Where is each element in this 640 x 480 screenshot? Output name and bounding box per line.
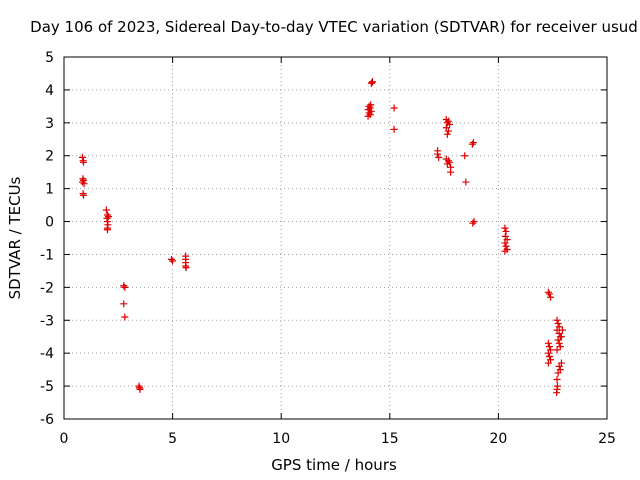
data-point xyxy=(544,359,552,367)
y-axis-label: SDTVAR / TECUs xyxy=(6,176,24,299)
data-point xyxy=(365,109,373,117)
data-point xyxy=(553,376,561,384)
y-tick-label: -2 xyxy=(40,280,54,296)
data-point xyxy=(390,125,398,133)
data-point xyxy=(554,320,562,328)
y-tick-label: 0 xyxy=(45,215,54,231)
y-tick-label: -3 xyxy=(40,313,54,329)
data-point xyxy=(462,178,470,186)
x-tick-label: 5 xyxy=(168,431,177,447)
y-tick-label: 2 xyxy=(45,149,54,165)
data-point xyxy=(501,247,509,255)
y-tick-label: -5 xyxy=(40,379,54,395)
data-point xyxy=(390,104,398,112)
data-point xyxy=(545,290,553,298)
y-tick-label: 4 xyxy=(45,83,54,99)
data-point xyxy=(444,117,452,125)
data-points xyxy=(78,78,566,397)
data-point xyxy=(545,343,553,351)
data-point xyxy=(447,168,455,176)
data-point xyxy=(367,79,375,87)
data-point xyxy=(182,264,190,272)
data-point xyxy=(557,333,565,341)
axis-ticks: 0 5 10 15 20 25 -6 -5 -4 -3 -2 -1 0 1 2 3 4 5 xyxy=(40,50,616,447)
data-point xyxy=(444,157,452,165)
data-point xyxy=(168,255,176,263)
data-point xyxy=(553,316,561,324)
x-tick-label: 20 xyxy=(489,431,507,447)
x-tick-label: 10 xyxy=(272,431,290,447)
data-point xyxy=(136,384,144,392)
y-tick-label: -1 xyxy=(40,247,54,263)
y-tick-label: -4 xyxy=(40,346,54,362)
data-point xyxy=(102,206,110,214)
data-point xyxy=(545,352,553,360)
data-point xyxy=(367,101,375,109)
data-point xyxy=(80,158,88,166)
data-point xyxy=(544,339,552,347)
chart-title: Day 106 of 2023, Sidereal Day-to-day VTE… xyxy=(30,18,638,36)
data-point xyxy=(555,339,563,347)
data-point xyxy=(553,346,561,354)
data-point xyxy=(120,282,128,290)
data-point xyxy=(365,102,373,110)
data-point xyxy=(444,127,452,135)
data-point xyxy=(446,120,454,128)
data-point xyxy=(502,242,510,250)
data-point xyxy=(544,288,552,296)
y-tick-label: 3 xyxy=(45,116,54,132)
data-point xyxy=(105,213,113,221)
y-tick-label: -6 xyxy=(40,412,54,428)
x-tick-label: 0 xyxy=(60,431,69,447)
data-point xyxy=(556,366,564,374)
data-point xyxy=(443,130,451,138)
data-point xyxy=(461,152,469,160)
data-point xyxy=(501,239,509,247)
data-point xyxy=(553,385,561,393)
data-point xyxy=(557,359,565,367)
data-point xyxy=(554,336,562,344)
data-point xyxy=(435,153,443,161)
data-point xyxy=(558,326,566,334)
data-point xyxy=(468,140,476,148)
data-point xyxy=(434,150,442,158)
y-tick-label: 1 xyxy=(45,182,54,198)
grid-lines xyxy=(64,57,607,419)
data-point xyxy=(547,293,555,301)
y-tick-label: 5 xyxy=(45,50,54,66)
data-point xyxy=(121,313,129,321)
data-point xyxy=(80,191,88,199)
data-point xyxy=(368,79,376,87)
data-point xyxy=(78,153,86,161)
x-tick-label: 25 xyxy=(598,431,616,447)
data-point xyxy=(469,139,477,147)
data-point xyxy=(364,106,372,114)
data-point xyxy=(443,160,451,168)
x-tick-label: 15 xyxy=(381,431,399,447)
data-point xyxy=(121,283,129,291)
data-point xyxy=(364,112,372,120)
x-axis-label: GPS time / hours xyxy=(271,456,397,474)
data-point xyxy=(135,382,143,390)
data-point xyxy=(169,257,177,265)
data-point xyxy=(120,300,128,308)
data-point xyxy=(469,219,477,227)
data-point xyxy=(544,349,552,357)
data-point xyxy=(556,343,564,351)
data-point xyxy=(470,218,478,226)
data-point xyxy=(502,227,510,235)
data-point xyxy=(103,226,111,234)
data-point xyxy=(78,178,86,186)
data-point xyxy=(501,224,509,232)
data-point xyxy=(80,180,88,188)
plot-frame xyxy=(63,56,608,420)
